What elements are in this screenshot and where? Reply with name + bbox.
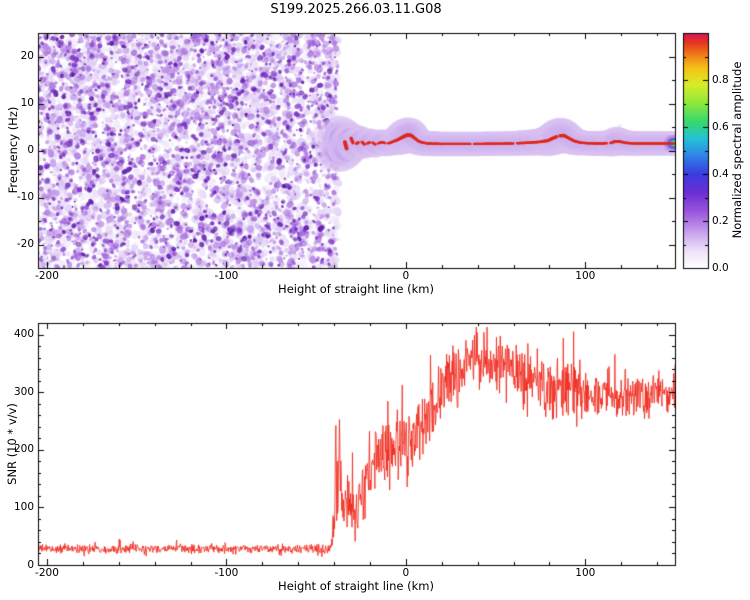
tick-label: -200 [35,567,59,579]
tick-label: 0.2 [712,214,729,227]
tick-label: 300 [13,385,34,398]
tick-label: -100 [214,567,239,579]
tick-label: 0 [402,270,410,282]
tick-label: 0 [402,567,410,579]
tick-label: 0.0 [712,261,729,274]
tick-label: 100 [13,500,34,513]
tick-label: 0.8 [712,73,729,86]
tick-label: 20 [20,50,34,62]
tick-label: 10 [20,97,34,109]
tick-label: 100 [575,270,596,282]
tick-label: 0 [27,144,34,156]
tick-label: 400 [13,328,34,341]
top-x-axis-label: Height of straight line (km) [278,282,434,296]
tick-label: 200 [13,443,34,456]
tick-label: 0.4 [712,167,729,180]
tick-label: -10 [16,191,34,203]
tick-label: -100 [214,270,239,282]
tick-label: -200 [35,270,59,282]
tick-label: 100 [575,567,596,579]
bottom-x-axis-label: Height of straight line (km) [278,579,434,593]
tick-label: -20 [16,238,34,250]
chart-title: S199.2025.266.03.11.G08 [270,2,442,17]
tick-label: 0 [27,558,34,571]
tick-label: 0.6 [712,120,729,133]
colorbar-label: Normalized spectral amplitude [730,61,744,239]
